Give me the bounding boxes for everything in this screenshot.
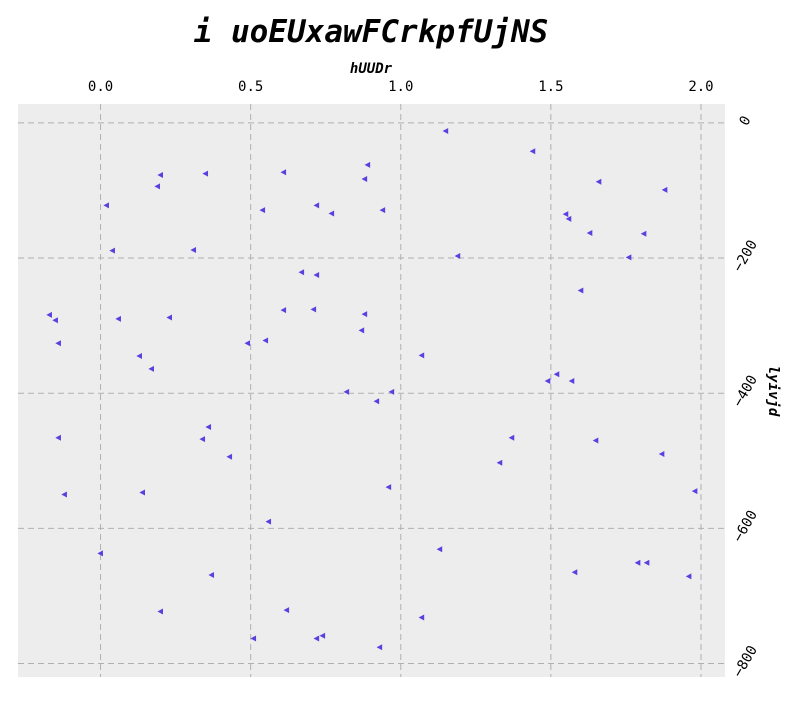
data-point [157, 171, 164, 178]
data-point [226, 453, 233, 460]
chart-title: i uoEUxawFCrkpfUjNS [194, 14, 549, 50]
data-point [283, 607, 290, 614]
data-point [250, 635, 257, 642]
data-point [280, 169, 287, 176]
data-point [658, 451, 665, 458]
data-point [436, 546, 443, 553]
y-tick-label: −600 [730, 508, 761, 545]
data-point [190, 246, 197, 253]
data-point [46, 311, 52, 318]
data-point [313, 202, 320, 209]
data-point [343, 388, 350, 395]
data-point [529, 148, 536, 155]
data-point [364, 161, 371, 168]
x-tick-label: 2.0 [688, 79, 713, 95]
data-point [199, 436, 206, 443]
data-point [358, 327, 365, 334]
data-point [136, 353, 142, 360]
data-point [313, 271, 320, 278]
data-point [97, 550, 103, 557]
data-point [373, 398, 380, 405]
data-point [418, 352, 425, 359]
data-point [562, 211, 569, 218]
data-point [661, 186, 668, 193]
data-point [454, 253, 461, 260]
data-point [577, 287, 584, 294]
data-point [442, 128, 449, 135]
data-point [262, 337, 269, 344]
x-tick-label: 0.0 [88, 79, 113, 95]
data-point [166, 314, 173, 321]
data-point [280, 307, 287, 314]
data-point [418, 614, 425, 621]
data-point [595, 178, 602, 185]
data-point [148, 365, 154, 372]
data-point [154, 183, 160, 190]
data-point [139, 489, 145, 496]
y-tick-label: −200 [730, 237, 761, 274]
data-point [361, 176, 368, 183]
x-tick-label: 1.0 [388, 79, 413, 95]
data-point [157, 608, 164, 615]
data-point [640, 230, 647, 237]
x-tick-label: 0.5 [238, 79, 263, 95]
data-point [61, 491, 67, 498]
data-point [625, 254, 632, 261]
data-point [265, 518, 272, 525]
plot-area [18, 104, 725, 677]
data-point [52, 317, 58, 324]
data-point [310, 306, 317, 313]
data-point [208, 571, 215, 578]
data-point [586, 230, 593, 237]
data-point [496, 459, 503, 466]
data-point [508, 434, 515, 441]
data-markers [46, 128, 698, 651]
data-point [298, 269, 305, 276]
data-point [55, 434, 61, 441]
data-point [379, 207, 386, 214]
data-point [259, 207, 266, 214]
data-point [544, 378, 551, 385]
data-point [328, 210, 335, 217]
data-point [385, 484, 392, 491]
data-point [313, 635, 320, 642]
data-point [592, 437, 599, 444]
data-point [55, 340, 61, 347]
data-point [685, 573, 692, 580]
y-tick-label: −400 [730, 373, 761, 410]
data-point [376, 644, 383, 651]
data-point [691, 488, 698, 495]
data-point [634, 559, 641, 566]
data-point [103, 202, 109, 209]
x-axis-label: hUUDr [350, 61, 393, 77]
data-point [361, 311, 368, 318]
data-point [388, 388, 395, 395]
data-point [244, 340, 251, 347]
data-point [109, 247, 115, 254]
y-tick-label: 0 [736, 113, 754, 128]
data-point [205, 423, 212, 430]
grid-lines [18, 104, 725, 677]
data-point [571, 569, 578, 576]
data-point [565, 215, 572, 222]
x-tick-label: 1.5 [538, 79, 563, 95]
data-point [553, 371, 560, 378]
y-tick-label: −800 [730, 643, 761, 680]
data-point [568, 378, 575, 385]
data-point [643, 559, 650, 566]
y-axis-label: lyivjd [765, 366, 781, 417]
data-point [202, 170, 209, 177]
data-point [115, 315, 121, 322]
data-point [319, 632, 326, 639]
